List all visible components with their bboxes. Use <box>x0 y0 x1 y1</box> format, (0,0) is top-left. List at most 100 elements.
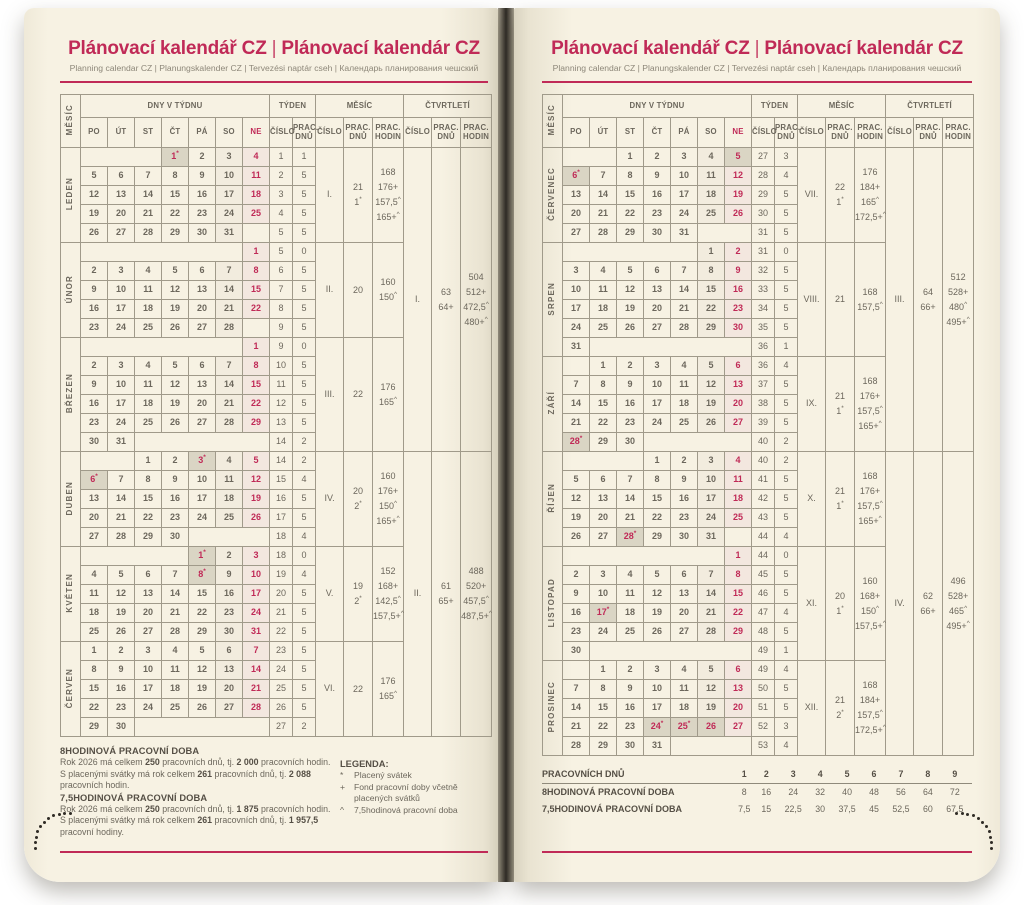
workdays-col: 2 <box>756 766 777 784</box>
week-workdays: 4 <box>292 470 317 490</box>
week-workdays: 5 <box>774 489 799 509</box>
day-cell: 13 <box>107 185 135 205</box>
day-head-5: SO <box>215 117 243 148</box>
empty-days <box>723 527 753 547</box>
stat-line: 176 <box>862 167 878 177</box>
week-row: LISTOPAD 1 44 0 XI. 20 1* 160 168+ 150^ 157,5+^ <box>542 546 974 661</box>
month-name: PROSINEC <box>542 660 563 756</box>
empty-days <box>241 318 271 338</box>
day-cell: 2 <box>107 641 135 661</box>
day-cell: 6 <box>215 641 243 661</box>
stat-line: 157,5^ <box>857 709 883 720</box>
day-cell: 26 <box>161 318 189 338</box>
day-cell: 1 <box>616 147 644 167</box>
stat-line: 176 <box>380 381 396 392</box>
month-number: II. <box>315 242 345 338</box>
day-cell: 12 <box>107 584 135 604</box>
day-cell: 31 <box>215 223 243 243</box>
month-number-head: ČÍSLO <box>797 117 827 148</box>
day-cell: 6 <box>589 470 617 490</box>
perforation-dot <box>981 820 985 824</box>
footer-line: S placenými svátky má rok celkem 261 pra… <box>60 815 319 837</box>
day-cell: 7 <box>134 166 162 186</box>
week-row: BŘEZEN 1 9 0 III. 22 176 165^ <box>60 337 492 452</box>
quarter-workdays: 61 65+ <box>431 451 462 737</box>
day-cell: 25* <box>670 717 698 737</box>
month-hours: 168 157,5^ <box>854 242 887 357</box>
day-cell: 16 <box>188 185 216 205</box>
week-row: LEDEN 1* 2 3 4 1 1 I. 21 1* 168 176+ 157,5^ 165+^ I. 63… <box>60 147 493 452</box>
day-cell: 12 <box>616 280 644 300</box>
stat-line: 150^ <box>379 500 398 511</box>
day-cell: 7 <box>670 261 698 281</box>
day-cell: 14 <box>697 584 725 604</box>
stat-line: 20 <box>353 486 364 496</box>
day-cell: 2 <box>643 147 671 167</box>
stat-line: 165+^ <box>858 420 882 431</box>
day-cell: 10 <box>589 584 617 604</box>
day-cell: 8 <box>723 565 753 585</box>
stat-line: 1* <box>836 405 844 416</box>
month-hours-head: PRAC. HODIN <box>854 117 887 148</box>
week-row: 28* 29 30 40 2 <box>543 432 974 452</box>
day-cell: 15 <box>241 280 271 300</box>
day-cell: 6 <box>134 565 162 585</box>
day-cell: 10 <box>107 375 135 395</box>
day-cell: 24 <box>589 622 617 642</box>
day-cell: 27 <box>589 527 617 547</box>
day-cell: 14 <box>589 185 617 205</box>
week-workdays: 1 <box>774 641 799 661</box>
stat-line: 22 <box>353 389 364 399</box>
week-row: 16 17* 18 19 20 21 22 47 4 <box>543 603 974 623</box>
empty-days <box>80 147 162 167</box>
day-cell: 8 <box>643 470 671 490</box>
day-cell: 9 <box>107 660 135 680</box>
day-cell: 29 <box>616 223 644 243</box>
month-workdays: 21 2* <box>825 660 856 756</box>
empty-days <box>562 660 590 680</box>
week-row: SRPEN 1 2 31 0 VIII. 21 168 157,5^ <box>542 242 974 357</box>
month-workdays: 22 <box>343 337 374 452</box>
day-cell: 13 <box>80 489 108 509</box>
week-workdays-head: PRAC. DNŮ <box>774 117 800 148</box>
day-cell: 29 <box>697 318 725 338</box>
left-page: Plánovací kalendář CZ | Plánovací kalendár… <box>24 8 498 882</box>
day-cell: 7 <box>589 166 617 186</box>
day-cell: 19 <box>107 603 135 623</box>
day-cell: 9 <box>616 679 644 699</box>
day-cell: 7 <box>215 356 243 376</box>
month-number: VI. <box>315 641 345 737</box>
day-cell: 16 <box>562 603 590 623</box>
week-row: 5 6 7 8 9 10 11 2 5 <box>61 166 492 186</box>
day-cell: 4 <box>723 451 753 471</box>
day-cell: 25 <box>697 204 725 224</box>
day-cell: 17 <box>562 299 590 319</box>
month-workdays: 20 <box>343 242 374 338</box>
week-number: 53 <box>751 736 776 756</box>
day-cell: 23 <box>80 318 108 338</box>
week-workdays: 5 <box>292 508 317 528</box>
day-cell: 22 <box>161 204 189 224</box>
day-cell: 26 <box>188 698 216 718</box>
day-cell: 21 <box>241 679 271 699</box>
day-cell: 30 <box>723 318 753 338</box>
perforation-dot <box>984 825 988 829</box>
day-cell: 1 <box>697 242 725 262</box>
day-cell: 24 <box>643 413 671 433</box>
week-workdays: 5 <box>292 166 317 186</box>
left-footer: 8HODINOVÁ PRACOVNÍ DOBA Rok 2026 má celke… <box>60 745 488 839</box>
day-cell: 31 <box>697 527 725 547</box>
day-cell: 17* <box>589 603 617 623</box>
day-cell: 9 <box>670 470 698 490</box>
footer-heading: 8HODINOVÁ PRACOVNÍ DOBA <box>60 746 200 756</box>
day-cell: 15 <box>697 280 725 300</box>
workdays-col: 6 <box>864 766 884 784</box>
day-cell: 26 <box>241 508 271 528</box>
week-workdays: 1 <box>292 147 317 167</box>
day-cell: 21 <box>697 603 725 623</box>
workdays-value: 16 <box>761 786 772 797</box>
right-page-content: Plánovací kalendář CZ | Plánovací kalendár… <box>514 8 1000 882</box>
day-cell: 28 <box>161 622 189 642</box>
week-workdays: 0 <box>292 337 317 357</box>
stat-line: 62 <box>923 590 934 601</box>
